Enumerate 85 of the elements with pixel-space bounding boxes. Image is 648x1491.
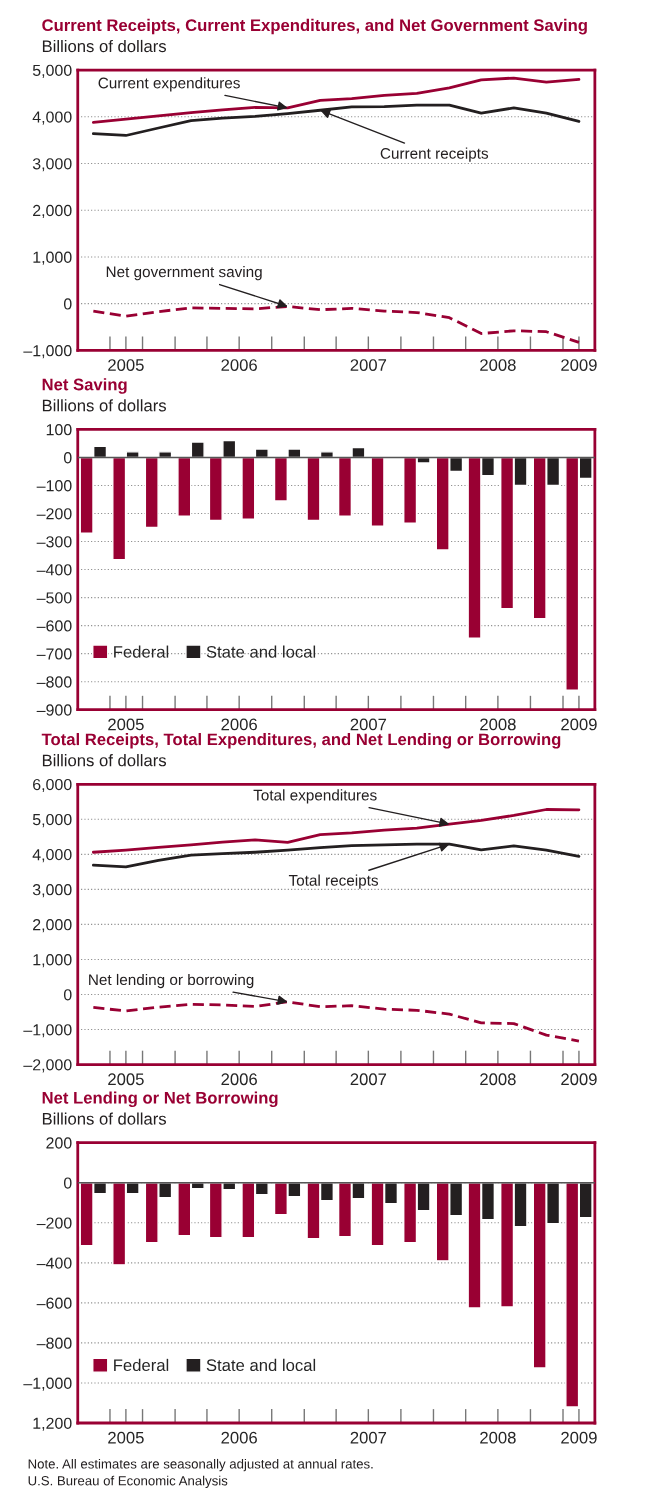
bar xyxy=(112,456,127,561)
x-tick-label: 2006 xyxy=(221,1073,257,1086)
y-tick-label: 4,000 xyxy=(32,111,72,125)
y-tick-label: –600 xyxy=(36,620,72,632)
line-series xyxy=(91,76,581,124)
legend-label: Federal xyxy=(114,1358,169,1372)
annotation: Current receipts xyxy=(380,147,489,162)
y-tick-label: 1,000 xyxy=(33,954,72,968)
bar xyxy=(177,456,192,517)
y-tick-label: 2,000 xyxy=(33,204,72,219)
annotation: Total receipts xyxy=(288,874,379,889)
text: Note. All estimates are seasonally adjusted at annual rates. xyxy=(28,1458,373,1472)
x-tick-label: 2009 xyxy=(561,718,597,731)
legend-label: Federal xyxy=(114,645,169,658)
x-tick-label: 2007 xyxy=(350,718,387,731)
line-series xyxy=(91,808,581,854)
bar xyxy=(190,441,205,459)
x-tick-label: 2006 xyxy=(221,359,257,371)
y-tick-label: 1,000 xyxy=(33,251,72,265)
y-tick-label: –200 xyxy=(36,1217,72,1229)
x-tick-label: 2007 xyxy=(350,359,387,371)
y-tick-label: –800 xyxy=(36,676,72,688)
y-tick-label: 0 xyxy=(63,298,72,310)
bar xyxy=(370,456,385,527)
y-tick-label: –500 xyxy=(36,592,72,604)
y-tick-label: 200 xyxy=(46,1137,72,1149)
annotation: Current expenditures xyxy=(98,77,240,92)
x-tick-label: 2006 xyxy=(221,718,257,731)
chart-title: Current Receipts, Current Expenditures, and Net Government Saving xyxy=(42,18,587,35)
x-tick-label: 2005 xyxy=(108,718,144,731)
y-tick-label: –400 xyxy=(36,564,72,576)
y-axis-title: Billions of dollars xyxy=(42,399,167,412)
y-tick-label: –1,000 xyxy=(23,345,72,359)
y-axis-title: Billions of dollars xyxy=(42,754,167,767)
x-tick-label: 2006 xyxy=(221,1431,257,1444)
x-tick-label: 2007 xyxy=(350,1073,387,1086)
y-tick-label: –300 xyxy=(36,536,72,548)
x-tick-label: 2005 xyxy=(108,359,144,371)
y-tick-label: –600 xyxy=(36,1297,72,1309)
y-tick-label: 5,000 xyxy=(32,64,72,78)
text: U.S. Bureau of Economic Analysis xyxy=(28,1475,228,1489)
y-tick-label: –400 xyxy=(36,1257,72,1269)
y-axis-title: Billions of dollars xyxy=(42,1112,167,1125)
y-tick-label: 3,000 xyxy=(32,884,72,898)
x-tick-label: 2008 xyxy=(480,359,516,371)
y-tick-label: –700 xyxy=(36,648,72,660)
annotation: Net lending or borrowing xyxy=(89,973,254,989)
y-tick-label: –1,000 xyxy=(23,1024,72,1038)
y-tick-label: 0 xyxy=(63,1177,72,1189)
line-series xyxy=(91,103,581,137)
bar xyxy=(241,456,256,520)
chart-title: Total Receipts, Total Expenditures, and Net Lending or Borrowing xyxy=(41,733,561,749)
y-tick-label: –1,000 xyxy=(23,1377,72,1391)
chart-title: Net Saving xyxy=(42,378,127,394)
x-tick-label: 2005 xyxy=(108,1073,144,1086)
y-tick-label: –800 xyxy=(36,1337,72,1349)
x-tick-label: 2008 xyxy=(480,1073,516,1086)
y-axis-title: Billions of dollars xyxy=(42,39,167,53)
annotation: Total expenditures xyxy=(253,789,377,804)
line-series xyxy=(91,842,581,869)
y-tick-label: 4,000 xyxy=(32,848,72,863)
y-tick-label: –900 xyxy=(36,704,72,716)
y-tick-label: 5,000 xyxy=(32,813,72,828)
y-tick-label: 2,000 xyxy=(33,919,72,933)
x-tick-label: 2009 xyxy=(561,1073,597,1086)
y-tick-label: –100 xyxy=(36,480,72,492)
y-tick-label: 1,200 xyxy=(33,1417,72,1431)
y-tick-label: 100 xyxy=(46,424,72,436)
y-tick-label: –200 xyxy=(36,508,72,520)
annotation: Net government saving xyxy=(106,266,262,281)
y-tick-label: 6,000 xyxy=(33,778,72,793)
y-tick-label: –2,000 xyxy=(23,1059,72,1073)
x-tick-label: 2008 xyxy=(480,718,516,731)
x-tick-label: 2007 xyxy=(350,1431,387,1444)
chart-title: Net Lending or Net Borrowing xyxy=(42,1091,278,1108)
bar xyxy=(254,448,269,459)
x-tick-label: 2009 xyxy=(561,1431,597,1444)
legend-label: State and local xyxy=(206,1358,316,1372)
legend-label: State and local xyxy=(206,645,316,658)
x-tick-label: 2005 xyxy=(108,1431,144,1444)
x-tick-label: 2009 xyxy=(561,359,597,371)
y-tick-label: 3,000 xyxy=(32,158,72,172)
y-tick-label: 0 xyxy=(63,989,72,1001)
y-tick-label: 0 xyxy=(63,452,72,464)
x-tick-label: 2008 xyxy=(480,1431,516,1444)
